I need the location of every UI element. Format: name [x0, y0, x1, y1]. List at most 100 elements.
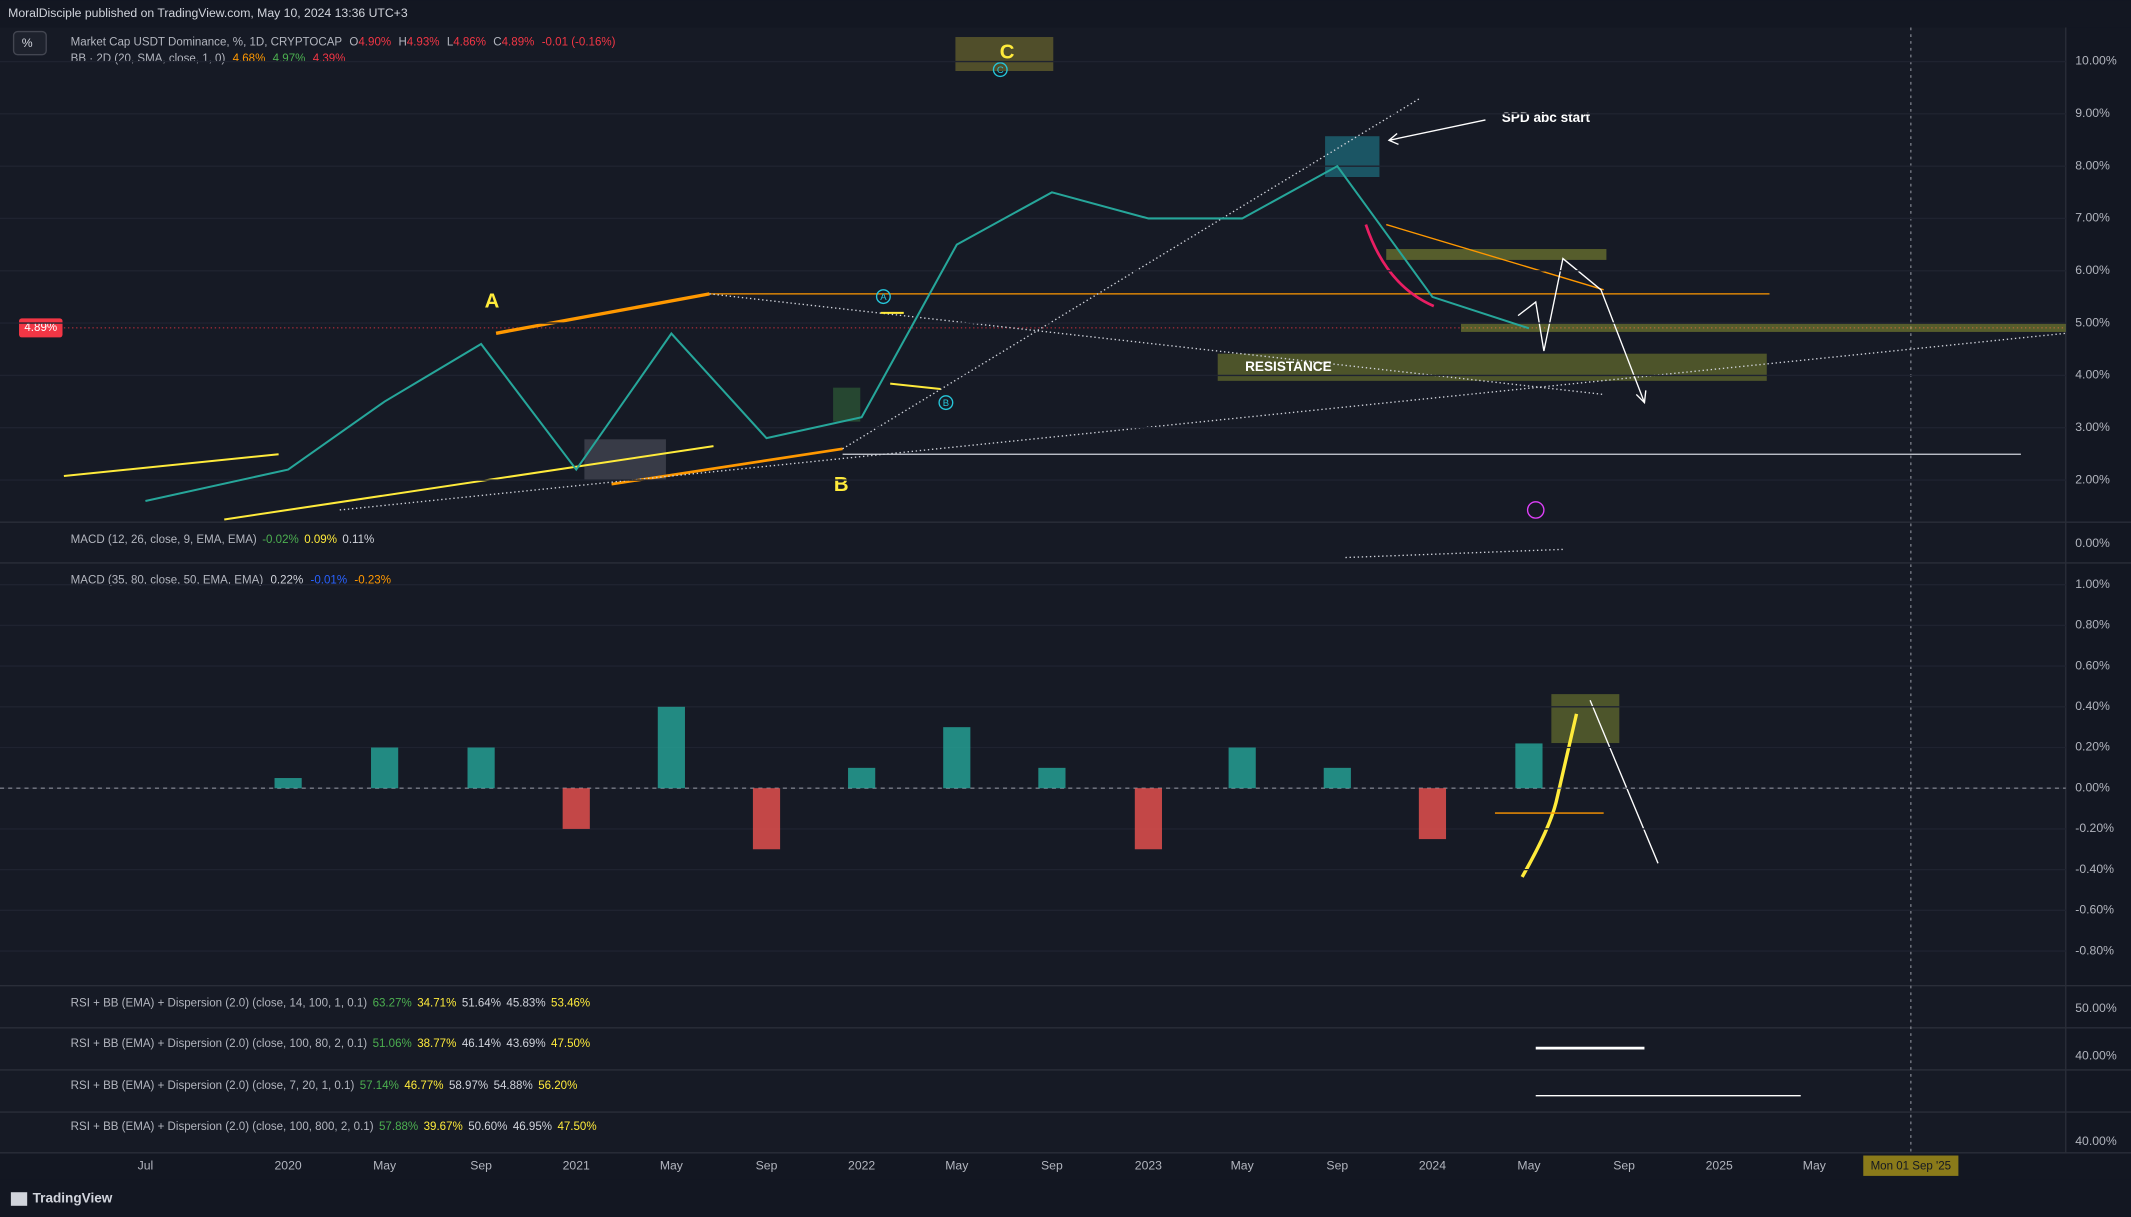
pane-value: 0.11%: [342, 534, 374, 546]
y-tick-label: 0.60%: [2075, 658, 2110, 672]
x-tick-label: May: [1517, 1159, 1541, 1173]
y-tick-label: 3.00%: [2075, 420, 2110, 434]
y-tick-label: 5.00%: [2075, 315, 2110, 329]
histogram-bar: [1038, 767, 1066, 789]
x-tick-label: Jul: [138, 1159, 154, 1173]
pane-value: 57.14%: [360, 1080, 399, 1092]
pane-value: 63.27%: [373, 997, 412, 1009]
pane-axis-label: 50.00%: [2075, 1001, 2117, 1015]
ohlc-key: O: [349, 37, 358, 49]
pane-value: -0.02%: [262, 534, 299, 546]
pane-name: RSI + BB (EMA) + Dispersion (2.0) (close…: [71, 1038, 368, 1050]
wave-label: A: [485, 290, 500, 312]
dotted-line: [842, 97, 1421, 450]
y-tick-label: 0.80%: [2075, 618, 2110, 632]
pane-value: 46.14%: [462, 1038, 501, 1050]
minor-wave-label: B: [943, 398, 949, 409]
arrow-head: [1635, 390, 1647, 405]
ohlc-value: 4.86%: [453, 37, 486, 49]
last-price-label: 4.89%: [24, 322, 57, 334]
ohlc-key: C: [493, 37, 501, 49]
macd-value: -0.23%: [354, 575, 391, 587]
y-tick-label: 7.00%: [2075, 211, 2110, 225]
pane-value: 56.20%: [538, 1080, 577, 1092]
x-tick-label: 2023: [1135, 1159, 1162, 1173]
pane-legend: RSI + BB (EMA) + Dispersion (2.0) (close…: [71, 1038, 591, 1050]
pane-value: 38.77%: [417, 1038, 456, 1050]
histogram-bar: [848, 767, 876, 789]
x-tick-label: May: [1231, 1159, 1255, 1173]
x-tick-label: 2020: [275, 1159, 302, 1173]
histogram-bar: [274, 778, 302, 789]
minor-wave-label: C: [997, 65, 1004, 76]
y-tick-label: 0.00%: [2075, 780, 2110, 794]
zone-box: [1386, 249, 1607, 260]
pane-legend: RSI + BB (EMA) + Dispersion (2.0) (close…: [71, 1121, 597, 1133]
y-tick-label: 10.00%: [2075, 54, 2117, 68]
brand: TradingView: [33, 1191, 113, 1206]
pane-value: 58.97%: [449, 1080, 488, 1092]
pane-axis-label: 40.00%: [2075, 1049, 2117, 1063]
price-line: [145, 164, 1530, 502]
minor-wave-label: A: [880, 292, 887, 303]
x-tick-label: May: [945, 1159, 969, 1173]
arrow: [1388, 119, 1486, 141]
alert-icon[interactable]: [1526, 501, 1545, 519]
y-tick-label: 9.00%: [2075, 106, 2110, 120]
y-tick-label: 4.00%: [2075, 368, 2110, 382]
annotation: SPD abc start: [1502, 110, 1591, 125]
footer: [0, 1179, 2131, 1217]
chart-area: [0, 27, 2066, 1153]
resistance-box: [1217, 353, 1767, 381]
bb-value: 4.39%: [313, 53, 346, 65]
trendline: [611, 447, 843, 486]
histogram-bar: [371, 747, 399, 789]
pane-value: 46.95%: [513, 1121, 552, 1133]
bb-value: 4.68%: [233, 53, 266, 65]
histogram-bar: [1515, 743, 1543, 789]
trendline: [1386, 223, 1604, 291]
macd-name: MACD (35, 80, close, 50, EMA, EMA): [71, 575, 264, 587]
trendline: [890, 382, 941, 391]
y-tick-label: 0.40%: [2075, 699, 2110, 713]
pane-value: 57.88%: [379, 1121, 418, 1133]
crosshair-date: Mon 01 Sep '25: [1871, 1160, 1952, 1172]
scale-button[interactable]: [12, 30, 47, 56]
x-tick-label: May: [1803, 1159, 1827, 1173]
trendline: [495, 292, 710, 335]
x-tick-label: 2022: [848, 1159, 875, 1173]
x-tick-label: Sep: [1041, 1159, 1063, 1173]
bb-legend: BB · 2D (20, SMA, close, 1, 0) 4.68% 4.9…: [71, 53, 346, 65]
x-tick-label: Sep: [756, 1159, 778, 1173]
bb-name: BB · 2D (20, SMA, close, 1, 0): [71, 53, 226, 65]
wave-circle: [875, 289, 891, 305]
histogram-bar: [1228, 747, 1256, 789]
ohlc-value: 4.90%: [358, 37, 391, 49]
x-tick-label: Sep: [1613, 1159, 1635, 1173]
arrow-head: [1387, 132, 1399, 146]
ohlc-value: 4.93%: [407, 37, 440, 49]
scale-button-label[interactable]: %: [22, 36, 33, 50]
macd-value: -0.01%: [311, 575, 348, 587]
x-tick-label: 2021: [563, 1159, 590, 1173]
pane-value: 46.77%: [404, 1080, 443, 1092]
macd-value: 0.22%: [270, 575, 303, 587]
zone-box: [1460, 323, 2066, 332]
histogram-bar: [657, 706, 685, 789]
change: -0.01 (-0.16%): [542, 37, 616, 49]
zone-box: [1551, 694, 1620, 744]
x-tick-label: 2025: [1706, 1159, 1733, 1173]
top-bar: [0, 0, 2131, 28]
y-tick-label: -0.20%: [2075, 821, 2114, 835]
y-tick-label: 1.00%: [2075, 577, 2110, 591]
x-tick-label: Sep: [1326, 1159, 1348, 1173]
symbol-legend: Market Cap USDT Dominance, %, 1D, CRYPTO…: [71, 37, 616, 49]
wave-label: C: [1000, 42, 1015, 64]
macd-legend: MACD (35, 80, close, 50, EMA, EMA) 0.22%…: [71, 575, 391, 587]
x-tick-label: Sep: [470, 1159, 492, 1173]
y-tick-label: -0.80%: [2075, 943, 2114, 957]
y-tick-label: 6.00%: [2075, 263, 2110, 277]
pane-value: 50.60%: [468, 1121, 507, 1133]
pane-value: 43.69%: [506, 1038, 545, 1050]
ohlc-key: H: [398, 37, 406, 49]
